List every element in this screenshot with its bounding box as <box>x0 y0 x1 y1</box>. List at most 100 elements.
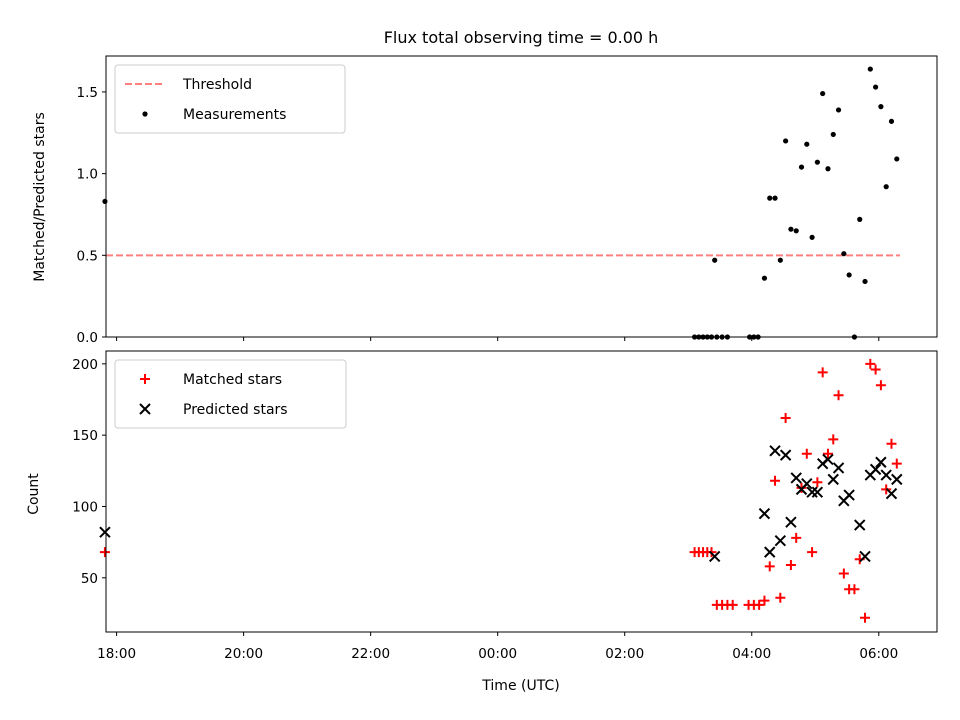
bottom-plus-point <box>807 547 818 558</box>
bottom-cross-point <box>708 550 721 563</box>
bottom-cross-point <box>764 546 776 558</box>
bottom-legend: Matched stars Predicted stars <box>114 359 347 429</box>
bottom-plus-point <box>865 358 876 369</box>
top-dot-point <box>841 251 847 257</box>
top-dot-point <box>804 141 810 147</box>
bottom-plus-point <box>759 595 770 606</box>
bottom-plus-point <box>860 612 871 623</box>
bottom-cross-point <box>827 473 839 486</box>
top-dot-point <box>814 159 820 165</box>
top-axes-frame <box>105 55 938 338</box>
top-dot-point <box>835 107 842 113</box>
x-tick-label: 06:00 <box>859 646 898 662</box>
bottom-cross-point <box>774 535 787 547</box>
top-y-tick-label: 0.0 <box>77 330 98 346</box>
bottom-plus-point <box>828 434 839 445</box>
top-dot-point <box>830 131 836 138</box>
bottom-legend-plus-swatch <box>140 374 150 384</box>
bottom-cross-point <box>99 526 111 538</box>
bottom-cross-point <box>779 449 792 461</box>
top-legend-box <box>114 64 346 134</box>
top-legend-label: Threshold <box>182 77 252 93</box>
top-dot-point <box>846 272 852 278</box>
bottom-cross-point <box>822 453 834 466</box>
bottom-cross-point <box>891 473 903 486</box>
bottom-y-tick-label: 200 <box>72 357 98 373</box>
top-dot-point <box>783 138 789 144</box>
top-dot-point <box>809 234 815 240</box>
bottom-plus-point <box>833 390 844 401</box>
bottom-plus-point <box>886 438 897 449</box>
bottom-plus-point <box>99 547 110 558</box>
top-dot-point <box>894 156 900 162</box>
top-dot-point <box>857 216 863 222</box>
bottom-legend-box <box>114 359 347 429</box>
top-dot-point <box>793 228 799 234</box>
bottom-cross-point <box>854 519 866 531</box>
top-dot-point <box>867 66 873 72</box>
bottom-plus-point <box>754 599 765 610</box>
bottom-cross-point <box>790 472 802 484</box>
bottom-cross-point <box>785 516 797 528</box>
bottom-y-axis-label: Count <box>26 473 42 515</box>
bottom-plus-point <box>875 380 886 391</box>
x-tick-label: 18:00 <box>97 646 136 662</box>
top-dot-point <box>820 90 826 97</box>
bottom-plus-point <box>764 561 775 572</box>
top-dot-point <box>825 166 831 172</box>
top-dot-point <box>798 164 805 170</box>
top-legend: Threshold Measurements <box>114 64 346 134</box>
x-tick-label: 22:00 <box>351 646 390 662</box>
top-dot-point <box>883 184 889 190</box>
top-chart-title: Flux total observing time = 0.00 h <box>384 28 659 47</box>
top-dot-point <box>888 118 895 124</box>
top-dot-point <box>777 257 783 263</box>
bottom-plus-point <box>801 448 812 459</box>
bottom-legend-label: Matched stars <box>183 372 282 388</box>
top-y-axis-label: Matched/Predicted stars <box>32 112 48 282</box>
bottom-plus-point <box>775 592 786 603</box>
bottom-cross-point <box>769 445 781 457</box>
top-dot-point <box>712 257 718 263</box>
bottom-plus-point <box>817 367 828 378</box>
top-y-tick-label: 1.5 <box>77 85 98 101</box>
bottom-cross-point <box>843 489 855 501</box>
bottom-cross-point <box>801 477 813 490</box>
bottom-axes-frame <box>105 350 938 633</box>
bottom-series <box>99 358 903 623</box>
top-legend-dot-swatch <box>142 111 148 117</box>
bottom-plus-point <box>870 364 881 375</box>
bottom-cross-point <box>811 486 824 498</box>
bottom-cross-point <box>885 487 898 500</box>
bottom-plus-point <box>822 448 833 459</box>
top-dot-point <box>873 84 879 90</box>
top-dot-point <box>878 104 884 110</box>
bottom-plus-point <box>791 532 802 543</box>
top-legend-label: Measurements <box>183 107 286 123</box>
bottom-cross-point <box>869 463 882 476</box>
bottom-cross-point <box>758 507 771 520</box>
bottom-cross-point <box>859 550 871 563</box>
bottom-plus-point <box>812 477 823 488</box>
bottom-y-tick-label: 50 <box>81 571 98 587</box>
bottom-cross-point <box>880 469 892 481</box>
bottom-plus-point <box>891 458 902 469</box>
bottom-plot-area: 50 100 150 200 18:00 20:00 22:00 00:00 02:00 04:0… <box>72 350 938 662</box>
top-dot-point <box>862 278 868 285</box>
top-dot-point <box>102 198 108 205</box>
bottom-plus-point <box>780 413 791 424</box>
top-y-tick-label: 1.0 <box>77 167 98 183</box>
bottom-y-tick-label: 150 <box>72 428 98 444</box>
x-tick-label: 02:00 <box>605 646 644 662</box>
bottom-plus-point <box>727 599 738 610</box>
top-plot-area: 0.0 0.5 1.0 1.5 Threshold Measurements <box>77 55 938 346</box>
x-axis-label: Time (UTC) <box>481 678 559 694</box>
bottom-cross-point <box>832 462 845 474</box>
top-dot-point <box>772 195 778 201</box>
bottom-legend-label: Predicted stars <box>183 402 288 418</box>
top-dot-point <box>767 195 773 201</box>
bottom-plus-point <box>849 584 860 595</box>
top-dot-point <box>788 226 794 232</box>
bottom-plus-point <box>838 568 849 579</box>
